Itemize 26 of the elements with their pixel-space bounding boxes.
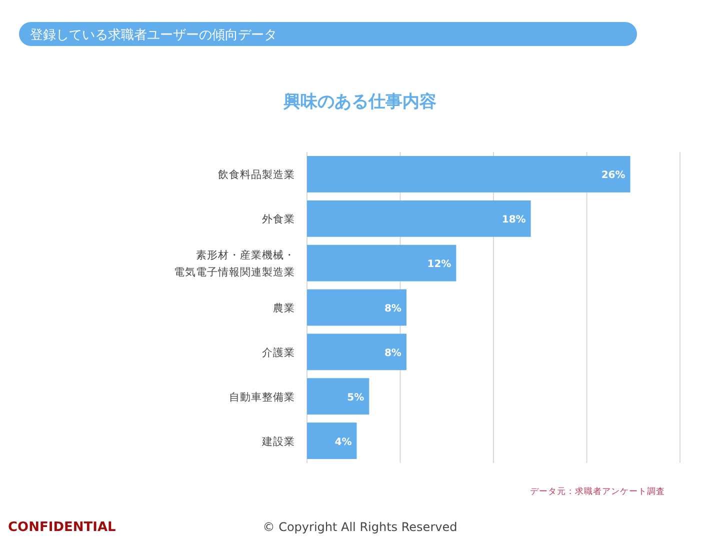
bar <box>307 422 357 459</box>
data-label: 18% <box>502 214 526 226</box>
data-label: 26% <box>601 170 626 182</box>
data-label: 8% <box>384 348 402 359</box>
text: CONFIDENTIAL <box>8 520 116 535</box>
y-tick-label: 飲食料品製造業 <box>218 168 295 182</box>
y-tick-label: 外食業 <box>262 214 295 226</box>
y-tick-label: 建設業 <box>261 434 295 448</box>
data-label: 5% <box>347 392 364 404</box>
bar <box>307 378 370 415</box>
bar <box>307 334 406 370</box>
bar <box>307 289 406 326</box>
data-label: 4% <box>334 436 352 448</box>
y-tick-label: 自動車整備業 <box>229 390 295 404</box>
bar <box>307 200 531 237</box>
bar <box>307 244 456 282</box>
data-label: 12% <box>427 259 452 270</box>
y-tick-label: 素形材・産業機械・電気電子情報関連製造業 <box>174 248 295 279</box>
data-label: 8% <box>384 304 402 314</box>
chart-title: 興味のある仕事内容 <box>282 92 436 112</box>
y-tick-label: 農業 <box>273 302 295 314</box>
bar <box>307 156 630 192</box>
text: データ元：求職者アンケート調査 <box>530 486 665 497</box>
y-tick-label: 介護業 <box>262 346 295 359</box>
text: © Copyright All Rights Reserved <box>262 520 458 534</box>
text: 登録している求職者ユーザーの傾向データ <box>30 28 277 43</box>
